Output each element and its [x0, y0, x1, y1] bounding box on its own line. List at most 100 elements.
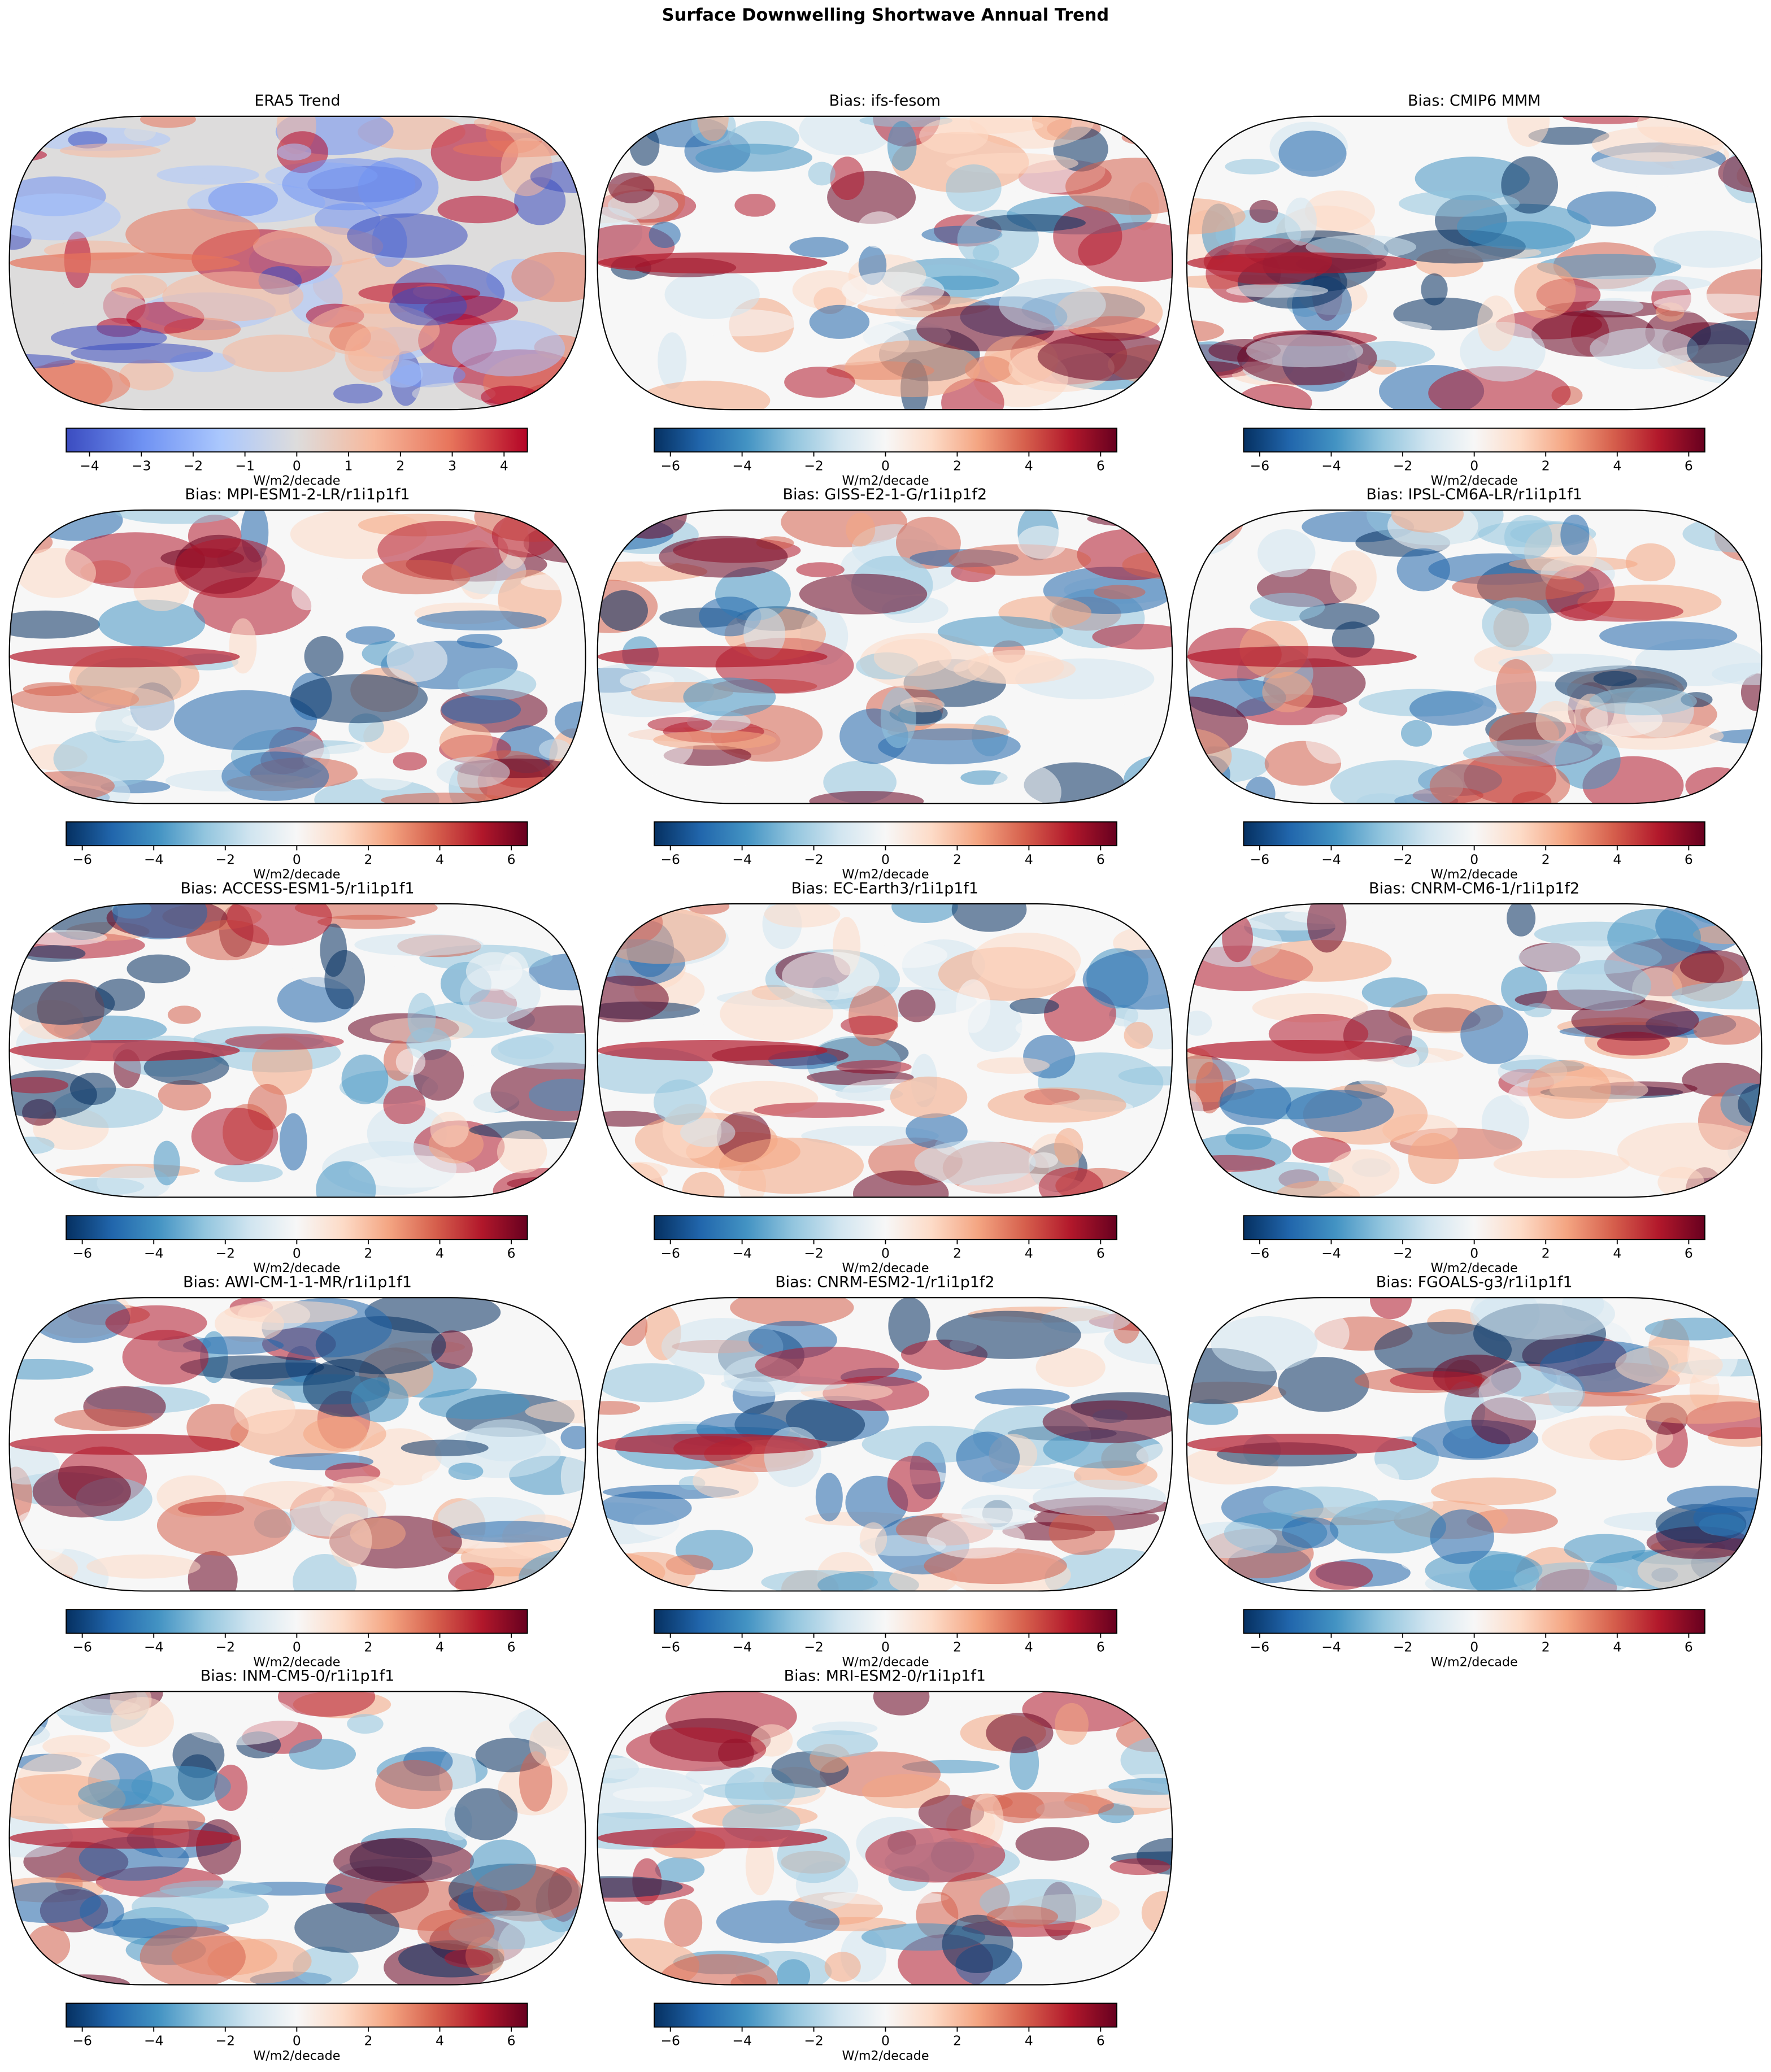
map-blob [511, 251, 586, 302]
map-band [9, 252, 240, 274]
panel-title: Bias: CNRM-ESM2-1/r1i1p1f2 [775, 1273, 994, 1291]
map-blob [1685, 767, 1749, 804]
panel-title: Bias: FGOALS-g3/r1i1p1f1 [1376, 1273, 1573, 1291]
map-blob [86, 1554, 201, 1579]
map-blob [375, 1760, 453, 1809]
colorbar-tick-label: 2 [953, 2033, 961, 2049]
map-blob [362, 560, 471, 595]
map-blob [1328, 1149, 1400, 1197]
map-blob [1568, 275, 1711, 292]
map-blob [317, 915, 416, 929]
map-blob [1065, 158, 1173, 215]
map-blob [649, 221, 681, 249]
map-blob [956, 1431, 1020, 1483]
colorbar-tick-label: 6 [1096, 2033, 1105, 2049]
map-blob [1246, 334, 1364, 368]
map-outline [8, 1691, 586, 1986]
map-blob [972, 932, 1081, 989]
colorbar-tick-label: −2 [1393, 1639, 1412, 1655]
map-blob [1429, 756, 1570, 804]
colorbar [1243, 427, 1705, 452]
colorbar-label: W/m2/decade [253, 867, 340, 882]
colorbar-tick-label: 2 [1542, 851, 1550, 867]
map-blob [611, 510, 687, 539]
map-blob [987, 1087, 1126, 1123]
colorbar [66, 2003, 528, 2028]
map-blob [914, 1140, 1036, 1186]
map-blob [15, 771, 115, 801]
colorbar-tick-label: 2 [953, 1245, 961, 1261]
map-field [9, 1691, 586, 1985]
map-blob [32, 1465, 131, 1518]
map-blob [626, 1727, 767, 1771]
map-blob [1304, 190, 1375, 232]
map-blob [131, 1766, 231, 1807]
panel-title: Bias: MRI-ESM2-0/r1i1p1f1 [784, 1668, 986, 1685]
map-blob [167, 1005, 201, 1024]
map-blob [1593, 671, 1637, 686]
colorbar [66, 427, 528, 452]
colorbar-tick-label: −2 [804, 1639, 823, 1655]
map-blob [1092, 624, 1173, 650]
map-field [1186, 1298, 1762, 1591]
map-blob [653, 1079, 707, 1125]
map-outline [597, 1297, 1173, 1592]
map-blob [888, 1298, 930, 1355]
colorbar-tick-label: 0 [1470, 851, 1478, 867]
map-blob [599, 590, 648, 632]
colorbar-tick-label: −6 [1250, 1245, 1269, 1261]
map-blob [528, 1078, 586, 1112]
map-blob [1054, 1128, 1084, 1165]
map-blob [1136, 1443, 1173, 1468]
colorbar-tick-label: 2 [1542, 458, 1550, 473]
panel: Bias: CNRM-CM6-1/r1i1p1f2 −6 −4 −2 0 2 4 6 W/m2/… [1186, 880, 1763, 1276]
map-blob [97, 1165, 171, 1198]
colorbar-label: W/m2/decade [842, 1655, 929, 1669]
map-blob [389, 286, 467, 326]
map-blob [1186, 1011, 1212, 1036]
map-blob [703, 1782, 821, 1800]
map-blob [1560, 514, 1590, 555]
map-blob [1431, 1477, 1557, 1505]
colorbar-tick-label: 1 [345, 458, 353, 473]
map-blob [303, 1416, 386, 1452]
map-blob [953, 654, 1076, 685]
map-blob [1452, 573, 1585, 601]
map-blob [102, 1803, 206, 1836]
map-outline [597, 509, 1173, 804]
map-blob [1263, 1486, 1379, 1518]
map-blob [919, 118, 989, 154]
colorbar-tick-label: −4 [144, 851, 163, 867]
colorbar-tick-label: −6 [660, 1639, 680, 1655]
colorbar-tick-label: 6 [1096, 458, 1105, 473]
map-blob [1285, 197, 1317, 246]
map-blob [1245, 776, 1276, 804]
panel: Bias: ifs-fesom −6 −4 −2 0 2 4 6 W/m2/decade [597, 92, 1173, 488]
map-outline [1186, 903, 1763, 1198]
map-blob [27, 1925, 71, 1966]
map-blob [1042, 1400, 1173, 1443]
map-blob [491, 1033, 586, 1070]
map-blob [493, 1168, 586, 1198]
map-blob [986, 1713, 1054, 1753]
map-blob [386, 637, 448, 682]
map-band [597, 1434, 828, 1455]
map-blob [612, 1787, 693, 1802]
map-blob [158, 1079, 211, 1111]
panel-title: Bias: CMIP6 MMM [1408, 92, 1541, 110]
map-blob [697, 116, 729, 141]
colorbar-tick-label: 4 [436, 1245, 444, 1261]
map-blob [1478, 1365, 1583, 1421]
map-band [1186, 1434, 1417, 1455]
map-blob [122, 1330, 209, 1385]
colorbar-tick-label: 0 [293, 2033, 301, 2049]
map-blob [10, 981, 115, 1025]
map-blob [598, 1363, 705, 1403]
map-field [597, 116, 1173, 410]
map-blob [314, 778, 440, 804]
map-blob [1457, 203, 1591, 250]
map-blob [481, 385, 541, 408]
colorbar-tick-label: −6 [72, 851, 92, 867]
map-blob [333, 1476, 394, 1493]
